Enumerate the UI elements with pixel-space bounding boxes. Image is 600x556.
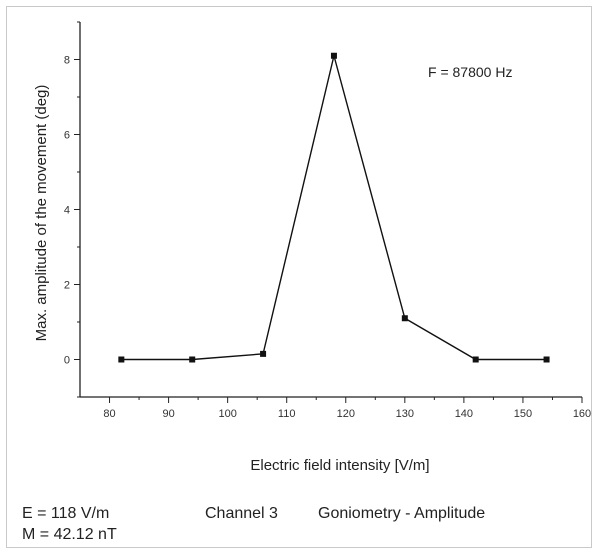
data-point	[543, 356, 550, 363]
x-axis-label: Electric field intensity [V/m]	[250, 457, 429, 474]
line-chart: 80 90 100 110 120 130 140 150 160 0 2 4 6 8 Max. ampl…	[33, 21, 591, 474]
y-tick-label: 2	[64, 280, 70, 292]
x-tick-label: 80	[103, 408, 115, 420]
x-tick-label: 90	[162, 408, 174, 420]
x-tick-label: 100	[218, 408, 236, 420]
chart-series	[118, 52, 550, 363]
x-tick-label: 110	[278, 408, 296, 420]
x-tick-label: 140	[455, 408, 473, 420]
footer-m-value: M = 42.12 nT	[22, 526, 117, 543]
x-tick-label: 150	[514, 408, 532, 420]
y-axis-label: Max. amplitude of the movement (deg)	[33, 85, 50, 342]
frequency-annotation: F = 87800 Hz	[428, 64, 512, 80]
x-tick-label: 120	[337, 408, 355, 420]
footer-e-value: E = 118 V/m	[22, 505, 110, 522]
y-tick-label: 4	[64, 205, 70, 217]
data-point	[118, 356, 125, 363]
data-point	[330, 52, 337, 59]
data-point	[401, 315, 408, 322]
series-line	[121, 55, 547, 361]
y-tick-label: 6	[64, 130, 70, 142]
x-tick-label: 160	[573, 408, 591, 420]
y-tick-label: 0	[64, 355, 70, 367]
data-point	[472, 356, 479, 363]
footer-channel: Channel 3	[205, 505, 278, 522]
y-tick-label: 8	[64, 55, 70, 67]
data-point	[260, 350, 267, 357]
footer-method: Goniometry - Amplitude	[318, 505, 486, 522]
x-tick-label: 130	[396, 408, 414, 420]
data-point	[189, 356, 196, 363]
chart-ticks: 80 90 100 110 120 130 140 150 160 0 2 4 6 8	[64, 21, 591, 420]
figure-frame	[6, 6, 592, 548]
